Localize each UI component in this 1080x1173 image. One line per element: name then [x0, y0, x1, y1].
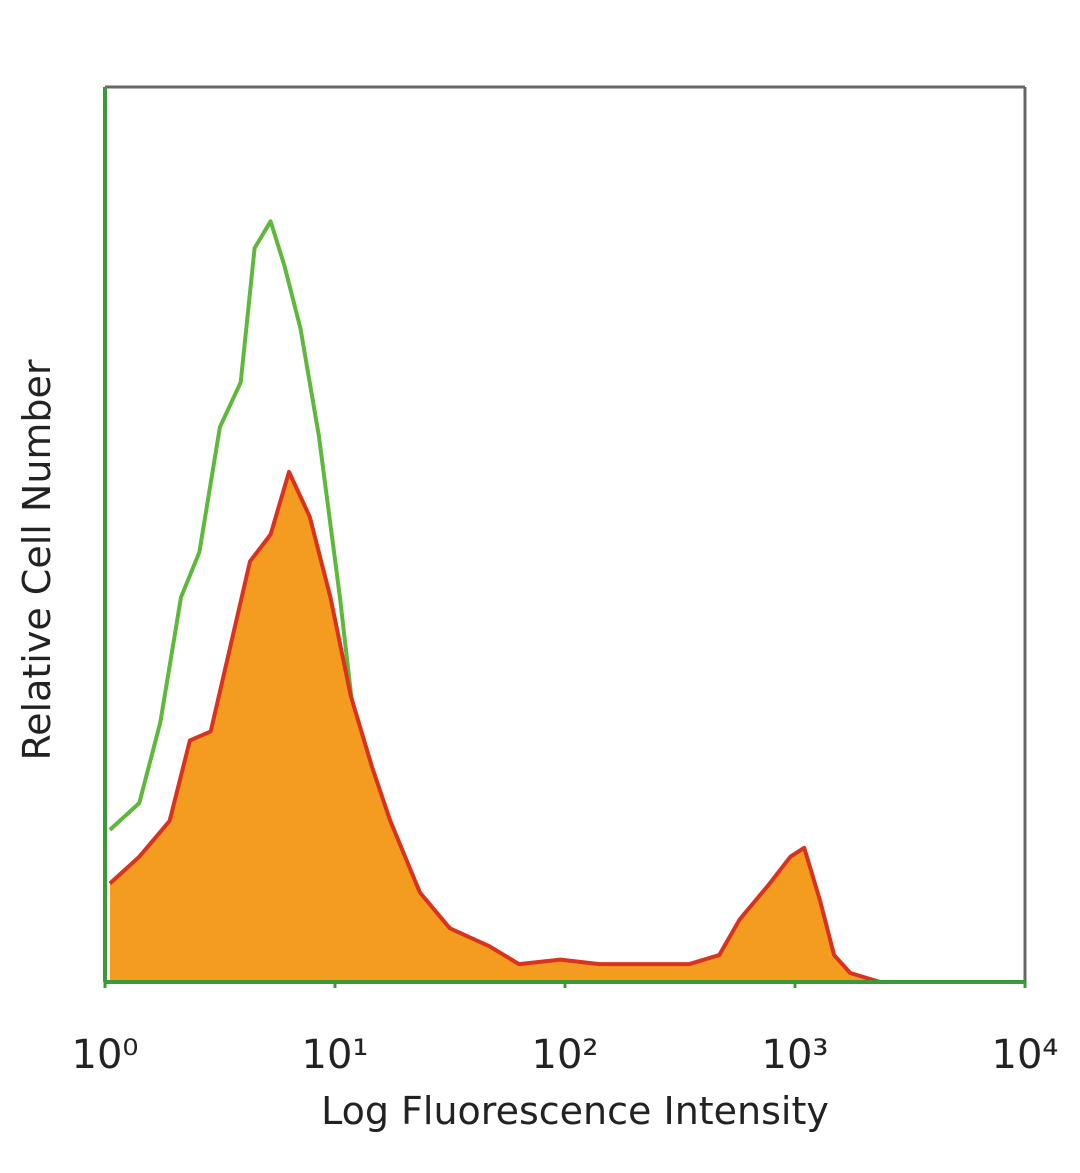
x-tick-label: 10⁰	[72, 1032, 139, 1078]
x-tick-label: 10²	[532, 1032, 599, 1078]
histogram-fill	[109, 471, 931, 982]
y-axis-label: Relative Cell Number	[15, 359, 59, 760]
x-tick-label: 10¹	[302, 1032, 369, 1078]
x-tick-label: 10⁴	[992, 1032, 1059, 1078]
histogram-line	[108, 469, 931, 984]
x-tick-label: 10³	[762, 1032, 829, 1078]
x-axis-label: Log Fluorescence Intensity	[321, 1089, 829, 1133]
